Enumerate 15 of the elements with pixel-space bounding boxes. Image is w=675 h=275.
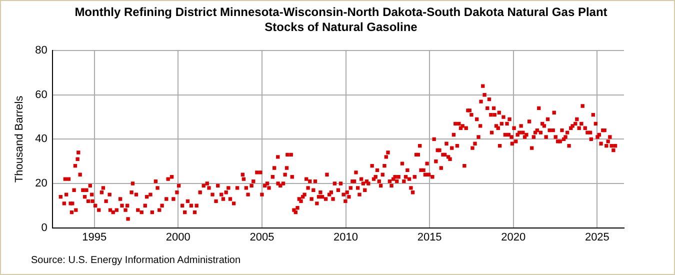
x-tick-label: 1995: [82, 231, 107, 244]
y-tick-label: 40: [35, 133, 48, 146]
y-tick-label: 0: [41, 222, 48, 234]
y-axis-title: Thousand Barrels: [14, 95, 26, 183]
y-tick-label: 60: [35, 88, 48, 101]
x-tick-label: 2000: [166, 231, 190, 244]
x-tick-label: 2015: [417, 231, 442, 244]
x-tick-label: 2025: [584, 231, 610, 244]
y-tick-label: 20: [35, 178, 48, 190]
x-tick-label: 2010: [334, 231, 358, 244]
chart-title: Monthly Refining District Minnesota-Wisconsin-North Dakota-South Dakota Natural Gas Plant Stocks of Natural Gasoline: [74, 5, 608, 35]
source-note: Source: U.S. Energy Information Administration: [31, 255, 241, 266]
x-tick-label: 2020: [501, 231, 526, 244]
y-tick-label: 80: [35, 44, 48, 57]
x-tick-label: 2005: [250, 231, 274, 244]
